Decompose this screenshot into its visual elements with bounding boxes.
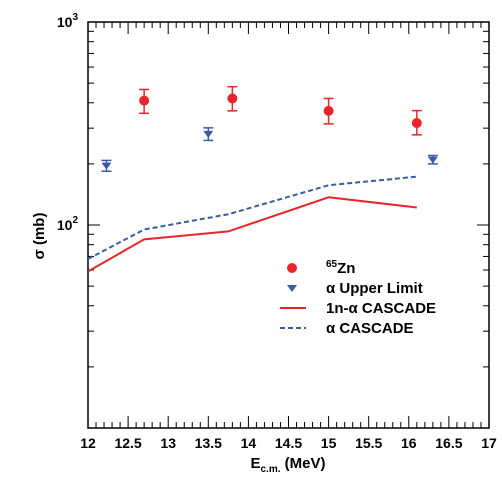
data-point xyxy=(139,95,150,106)
x-tick-label: 14 xyxy=(241,435,257,451)
x-axis-label: Ec.m. (MeV) xyxy=(250,455,325,475)
legend-label: 1n-α CASCADE xyxy=(326,300,436,317)
y-tick-label: 102 xyxy=(57,215,79,233)
x-tick-label: 12 xyxy=(80,435,96,451)
x-axis-label-main: E xyxy=(250,455,260,472)
series-line xyxy=(87,175,417,260)
x-tick-label: 13.5 xyxy=(195,435,222,451)
axes: 12 12.5 13 13.5 14 14.5 15 15.5 16 16.5 17 102 103 xyxy=(57,12,497,451)
y-tick-label: 103 xyxy=(57,12,79,30)
x-tick-label: 12.5 xyxy=(114,435,141,451)
legend-marker xyxy=(287,285,297,292)
y-axis-label: σ (mb) xyxy=(31,213,48,260)
legend-label: 65Zn xyxy=(326,259,355,277)
data-point xyxy=(427,156,438,164)
legend-marker xyxy=(287,263,297,273)
data-point xyxy=(227,93,238,104)
x-tick-label: 14.5 xyxy=(275,435,302,451)
legend-label: α CASCADE xyxy=(326,320,414,337)
x-tick-label: 16 xyxy=(401,435,417,451)
legend: 65Zn α Upper Limit 1n-α CASCADE α CASCADE xyxy=(280,259,436,337)
data-point xyxy=(411,118,422,129)
plot-area xyxy=(87,85,438,273)
x-tick-label: 15 xyxy=(321,435,337,451)
x-tick-label: 16.5 xyxy=(435,435,462,451)
x-tick-label: 15.5 xyxy=(355,435,382,451)
data-point xyxy=(101,162,112,170)
x-tick-label: 13 xyxy=(160,435,176,451)
data-point xyxy=(203,130,214,138)
x-tick-label: 17 xyxy=(481,435,497,451)
plot-frame xyxy=(87,21,490,429)
x-axis-label-subscript: c.m. xyxy=(261,464,281,475)
data-point xyxy=(323,105,334,116)
x-axis-label-unit: (MeV) xyxy=(281,455,326,472)
legend-label: α Upper Limit xyxy=(326,280,423,297)
series-line xyxy=(87,196,417,273)
